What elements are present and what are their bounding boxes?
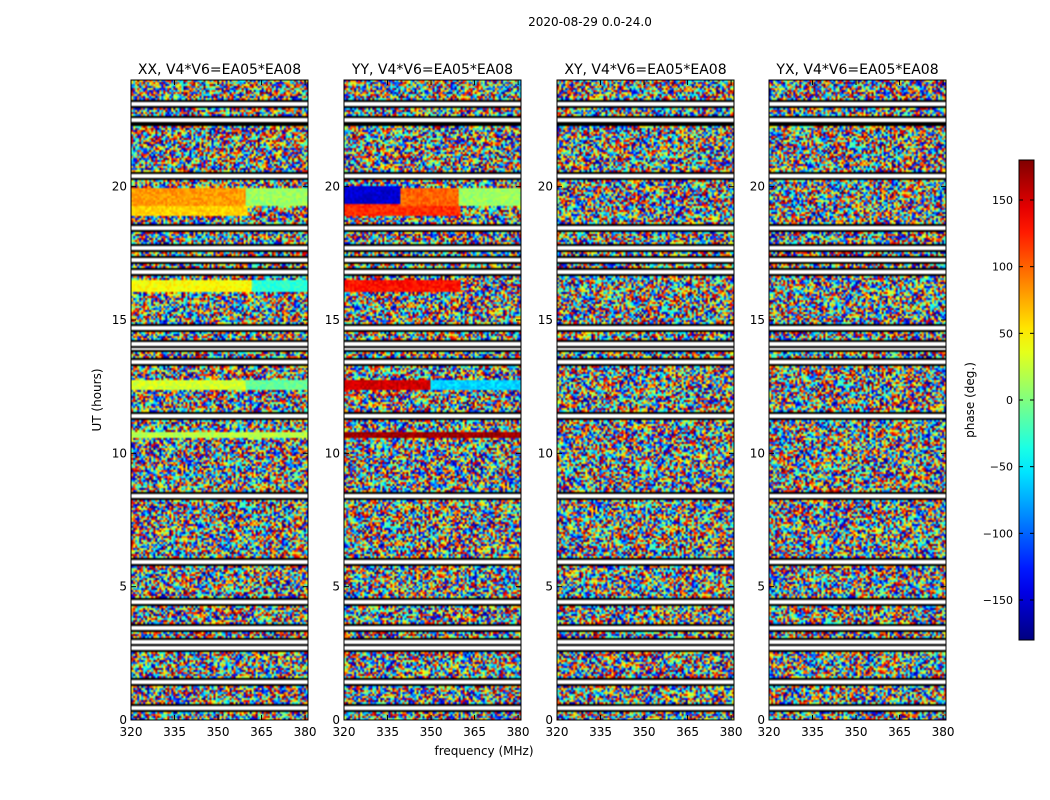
colorbar-tick-label: 100 (992, 261, 1013, 274)
panel-2-title: YY, V4*V6=EA05*EA08 (351, 62, 513, 78)
panel-2-image (344, 80, 521, 720)
y-tick-label: 5 (757, 580, 765, 594)
x-tick-label: 335 (163, 725, 186, 739)
panel-3: XY, V4*V6=EA05*EA08 320 335 350 365 380 0 5 10 15… (538, 62, 743, 739)
panel-3-title: XY, V4*V6=EA05*EA08 (564, 62, 726, 78)
x-axis-label: frequency (MHz) (434, 744, 533, 758)
y-tick-label: 10 (538, 446, 553, 460)
colorbar-tick-label: −150 (983, 594, 1013, 607)
y-tick-label: 15 (112, 313, 127, 327)
y-tick-label: 20 (538, 180, 553, 194)
y-tick-label: 15 (325, 313, 340, 327)
colorbar-tick-label: −100 (983, 527, 1013, 540)
colorbar: 150 100 50 0 −50 −100 −150 (983, 159, 1035, 641)
y-tick-label: 20 (750, 180, 765, 194)
x-tick-label: 365 (676, 725, 699, 739)
x-tick-label: 365 (888, 725, 911, 739)
x-tick-label: 350 (633, 725, 656, 739)
y-tick-label: 0 (545, 713, 553, 727)
panel-1-title: XX, V4*V6=EA05*EA08 (138, 62, 301, 78)
panel-4-frame (768, 79, 947, 721)
panel-2-frame (343, 79, 522, 721)
figure-title: 2020-08-29 0.0-24.0 (528, 15, 652, 29)
y-tick-label: 20 (112, 180, 127, 194)
y-tick-label: 15 (538, 313, 553, 327)
panel-1-frame (130, 79, 309, 721)
panel-2: YY, V4*V6=EA05*EA08 320 335 350 365 380 0 5 10 15… (325, 62, 530, 739)
colorbar-tick-label: 50 (999, 327, 1013, 340)
x-tick-label: 380 (507, 725, 530, 739)
y-tick-label: 5 (545, 580, 553, 594)
colorbar-tick-label: −50 (990, 461, 1013, 474)
x-tick-label: 350 (420, 725, 443, 739)
y-tick-label: 15 (750, 313, 765, 327)
panel-4-title: YX, V4*V6=EA05*EA08 (775, 62, 938, 78)
panels: XX, V4*V6=EA05*EA08 320 335 350 365 380 0 5 10 15… (112, 62, 955, 739)
panel-3-frame (556, 79, 735, 721)
panel-1-image (131, 80, 308, 720)
x-tick-label: 335 (589, 725, 612, 739)
y-tick-label: 0 (757, 713, 765, 727)
y-tick-label: 5 (119, 580, 127, 594)
panel-1: XX, V4*V6=EA05*EA08 320 335 350 365 380 0 5 10 15… (112, 62, 317, 739)
y-axis-label: UT (hours) (90, 368, 104, 431)
x-tick-label: 335 (376, 725, 399, 739)
colorbar-label: phase (deg.) (963, 362, 977, 438)
x-tick-label: 380 (932, 725, 955, 739)
y-tick-label: 0 (119, 713, 127, 727)
panel-4-image (769, 80, 946, 720)
x-tick-label: 365 (463, 725, 486, 739)
y-tick-label: 20 (325, 180, 340, 194)
x-tick-label: 365 (250, 725, 273, 739)
y-tick-label: 0 (332, 713, 340, 727)
x-tick-label: 320 (546, 725, 569, 739)
panel-4: YX, V4*V6=EA05*EA08 320 335 350 365 380 0 5 10 15… (750, 62, 955, 739)
x-tick-label: 320 (758, 725, 781, 739)
x-tick-label: 350 (845, 725, 868, 739)
x-tick-label: 380 (720, 725, 743, 739)
colorbar-tick-label: 150 (992, 194, 1013, 207)
y-tick-label: 5 (332, 580, 340, 594)
x-tick-label: 380 (294, 725, 317, 739)
x-tick-label: 335 (801, 725, 824, 739)
y-tick-label: 10 (112, 446, 127, 460)
y-tick-label: 10 (750, 446, 765, 460)
colorbar-tick-label: 0 (1006, 394, 1013, 407)
x-tick-label: 350 (207, 725, 230, 739)
x-tick-label: 320 (120, 725, 143, 739)
x-tick-label: 320 (333, 725, 356, 739)
panel-3-image (557, 80, 734, 720)
y-tick-label: 10 (325, 446, 340, 460)
